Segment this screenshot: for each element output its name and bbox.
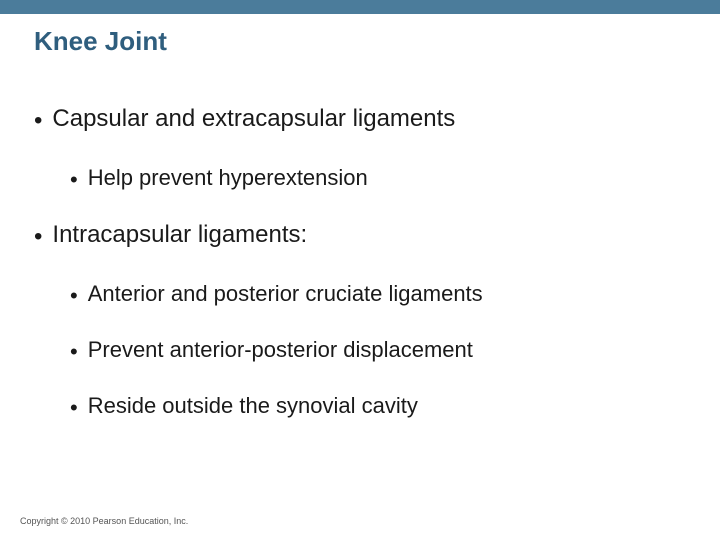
bullet-marker-icon: • bbox=[34, 221, 42, 249]
bullet-marker-icon: • bbox=[34, 105, 42, 133]
bullet-text: Help prevent hyperextension bbox=[88, 165, 368, 191]
copyright-notice: Copyright © 2010 Pearson Education, Inc. bbox=[20, 516, 188, 526]
bullet-level-2: • Help prevent hyperextension bbox=[34, 165, 720, 191]
bullet-text: Reside outside the synovial cavity bbox=[88, 393, 418, 419]
bullet-level-2: • Prevent anterior-posterior displacement bbox=[34, 337, 720, 363]
bullet-text: Intracapsular ligaments: bbox=[52, 221, 307, 249]
bullet-level-2: • Anterior and posterior cruciate ligamen… bbox=[34, 281, 720, 307]
bullet-level-1: • Capsular and extracapsular ligaments bbox=[34, 105, 720, 133]
bullet-marker-icon: • bbox=[70, 337, 78, 363]
bullet-marker-icon: • bbox=[70, 165, 78, 191]
bullet-text: Anterior and posterior cruciate ligament… bbox=[88, 281, 483, 307]
bullet-marker-icon: • bbox=[70, 281, 78, 307]
top-accent-bar bbox=[0, 0, 720, 14]
slide-title: Knee Joint bbox=[0, 14, 720, 57]
bullet-text: Capsular and extracapsular ligaments bbox=[52, 105, 455, 133]
bullet-marker-icon: • bbox=[70, 393, 78, 419]
bullet-level-1: • Intracapsular ligaments: bbox=[34, 221, 720, 249]
bullet-level-2: • Reside outside the synovial cavity bbox=[34, 393, 720, 419]
slide-content: • Capsular and extracapsular ligaments • He… bbox=[0, 57, 720, 419]
bullet-text: Prevent anterior-posterior displacement bbox=[88, 337, 473, 363]
